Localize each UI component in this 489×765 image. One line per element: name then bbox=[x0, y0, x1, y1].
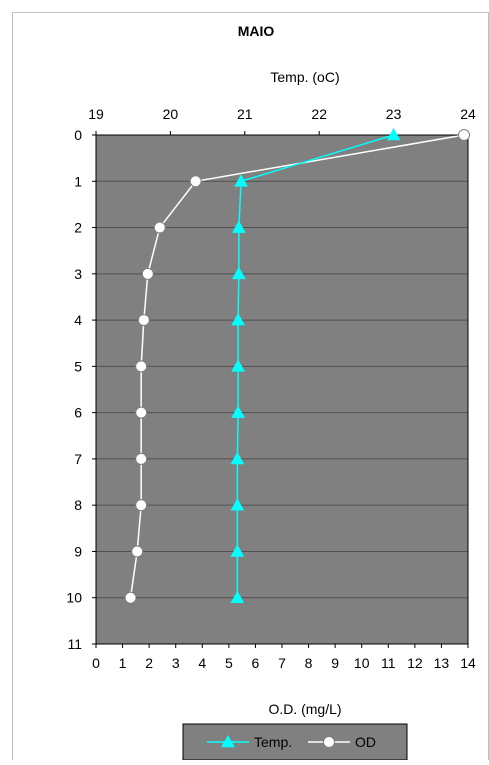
data-point-od bbox=[135, 499, 148, 512]
data-point-temp bbox=[234, 174, 248, 187]
y-tick-label: 8 bbox=[74, 497, 82, 513]
legend-label-od: OD bbox=[355, 734, 376, 750]
y-tick-label: 0 bbox=[74, 127, 82, 143]
bottom-tick-label: 8 bbox=[305, 655, 313, 671]
bottom-tick-label: 11 bbox=[381, 655, 396, 671]
top-tick-label: 21 bbox=[237, 106, 253, 122]
top-axis-label: Temp. (oC) bbox=[270, 69, 339, 85]
bottom-tick-label: 7 bbox=[278, 655, 286, 671]
data-point-temp bbox=[231, 359, 245, 372]
legend-marker-temp bbox=[221, 734, 235, 748]
bottom-tick-label: 5 bbox=[225, 655, 233, 671]
bottom-tick-label: 9 bbox=[331, 655, 339, 671]
data-point-temp bbox=[230, 451, 245, 465]
legend-label-temp: Temp. bbox=[254, 734, 292, 750]
y-tick-label: 9 bbox=[74, 543, 82, 559]
data-point-temp bbox=[386, 127, 401, 141]
bottom-tick-label: 6 bbox=[252, 655, 260, 671]
data-point-od bbox=[131, 545, 144, 558]
top-tick-label: 19 bbox=[88, 106, 104, 122]
top-tick-label: 24 bbox=[460, 106, 476, 122]
y-tick-label: 7 bbox=[74, 451, 82, 467]
top-tick-label: 22 bbox=[311, 106, 327, 122]
y-tick-label: 5 bbox=[74, 358, 82, 374]
data-point-od bbox=[135, 360, 148, 373]
data-point-temp bbox=[231, 266, 246, 280]
data-point-temp bbox=[231, 405, 245, 418]
data-point-od bbox=[137, 314, 150, 327]
data-point-temp bbox=[231, 220, 246, 233]
bottom-tick-label: 10 bbox=[354, 655, 370, 671]
data-point-temp bbox=[230, 590, 245, 604]
data-point-od bbox=[124, 591, 137, 604]
data-point-temp bbox=[230, 544, 245, 557]
bottom-tick-label: 3 bbox=[172, 655, 180, 671]
data-point-od bbox=[153, 221, 166, 234]
y-tick-label: 1 bbox=[74, 173, 82, 189]
data-point-temp bbox=[231, 313, 245, 326]
plot-background bbox=[96, 135, 468, 644]
top-tick-label: 23 bbox=[386, 106, 402, 122]
y-tick-label: 3 bbox=[74, 266, 82, 282]
bottom-tick-label: 1 bbox=[119, 655, 127, 671]
y-tick-label: 6 bbox=[74, 405, 82, 421]
legend: Temp. OD bbox=[182, 723, 408, 761]
y-tick-label: 4 bbox=[74, 312, 82, 328]
y-tick-label: 10 bbox=[66, 590, 82, 606]
bottom-axis-label: O.D. (mg/L) bbox=[268, 701, 341, 717]
bottom-tick-label: 4 bbox=[198, 655, 206, 671]
legend-marker-od bbox=[323, 736, 335, 748]
bottom-tick-label: 2 bbox=[145, 655, 153, 671]
data-point-od bbox=[135, 406, 148, 419]
y-tick-label: 2 bbox=[74, 220, 82, 236]
data-point-od bbox=[135, 452, 148, 465]
bottom-tick-label: 12 bbox=[407, 655, 423, 671]
data-point-temp bbox=[230, 498, 245, 511]
chart-title: MAIO bbox=[238, 23, 275, 39]
bottom-tick-label: 13 bbox=[434, 655, 450, 671]
data-point-od bbox=[141, 267, 154, 280]
bottom-tick-label: 0 bbox=[92, 655, 100, 671]
data-point-od bbox=[458, 129, 471, 141]
y-tick-label: 11 bbox=[67, 636, 82, 652]
data-point-od bbox=[189, 175, 202, 188]
bottom-tick-label: 14 bbox=[460, 655, 476, 671]
top-tick-label: 20 bbox=[163, 106, 179, 122]
